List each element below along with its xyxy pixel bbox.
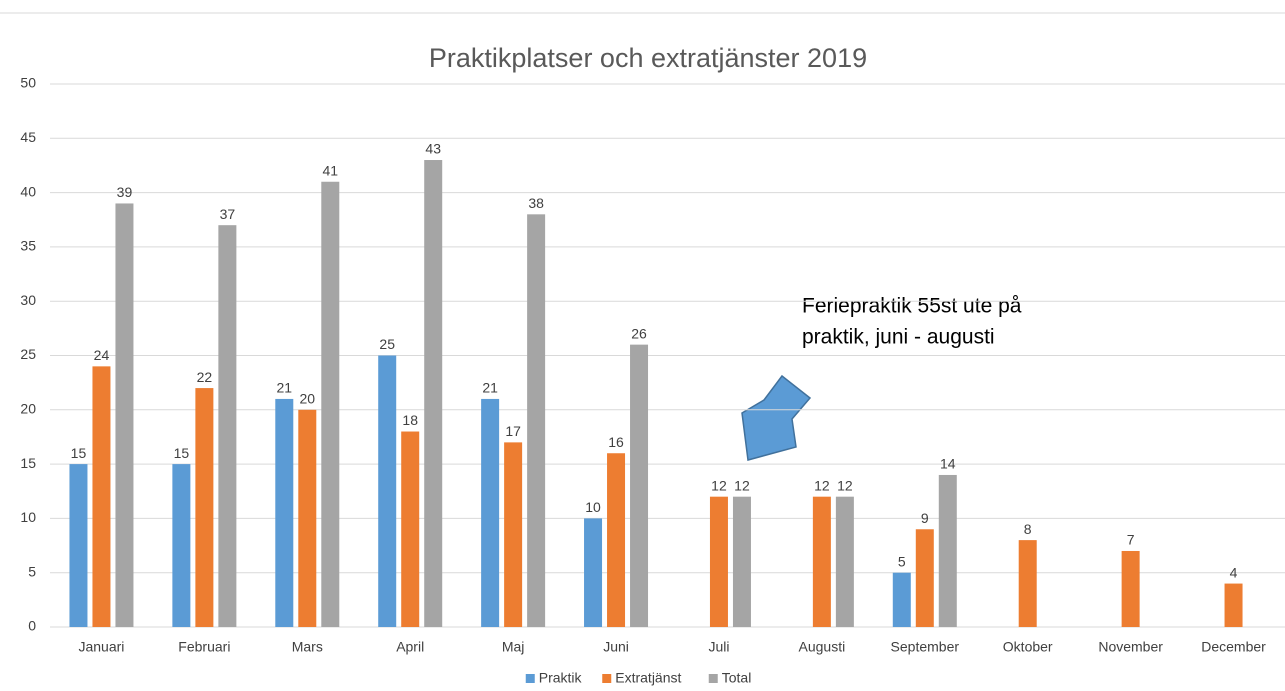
arrow — [741, 374, 812, 461]
x-tick-label: Oktober — [1003, 639, 1053, 655]
data-label: 12 — [734, 477, 750, 493]
legend-swatch — [525, 674, 535, 683]
data-label: 5 — [898, 553, 906, 569]
bar — [401, 431, 420, 627]
x-tick-label: November — [1098, 639, 1163, 655]
bar — [835, 496, 854, 627]
data-label: 37 — [220, 206, 236, 222]
legend-swatch — [602, 674, 612, 683]
y-tick-label: 25 — [20, 346, 36, 362]
y-tick-label: 30 — [20, 292, 36, 308]
bar — [812, 496, 831, 627]
bar — [275, 398, 294, 627]
legend-swatch — [708, 674, 718, 683]
legend-label: Praktik — [539, 670, 583, 686]
bar — [92, 366, 111, 627]
data-label: 12 — [711, 477, 727, 493]
data-label: 24 — [94, 347, 110, 363]
data-label: 26 — [631, 325, 647, 341]
bar — [298, 409, 317, 627]
bar — [1224, 583, 1243, 627]
x-tick-label: September — [891, 639, 960, 655]
data-label: 25 — [379, 336, 395, 352]
data-label: 38 — [528, 195, 544, 211]
bar — [892, 572, 911, 627]
y-tick-label: 20 — [20, 401, 36, 417]
x-tick-label: April — [396, 639, 424, 655]
data-label: 12 — [814, 477, 830, 493]
bar — [607, 453, 626, 627]
y-tick-label: 10 — [20, 509, 36, 525]
x-tick-label: Maj — [502, 639, 525, 655]
data-label: 10 — [585, 499, 601, 515]
data-label: 21 — [482, 380, 498, 396]
bar — [1018, 540, 1037, 627]
chart-title: Praktikplatser och extratjänster 2019 — [429, 43, 867, 73]
bar — [321, 181, 340, 628]
data-label: 16 — [608, 434, 624, 450]
y-tick-label: 40 — [20, 183, 36, 199]
y-tick-label: 5 — [28, 563, 36, 579]
bar — [504, 442, 523, 627]
bar — [938, 474, 957, 627]
bar — [584, 518, 603, 627]
x-tick-label: Januari — [78, 639, 124, 655]
bar — [172, 464, 191, 627]
bar — [424, 160, 443, 627]
x-tick-label: Juni — [603, 639, 629, 655]
legend-label: Total — [722, 670, 752, 686]
x-tick-label: December — [1201, 639, 1266, 655]
x-tick-label: Juli — [708, 639, 729, 655]
bar — [709, 496, 728, 627]
y-tick-label: 0 — [28, 618, 36, 634]
bar — [1121, 550, 1140, 627]
data-label: 39 — [117, 184, 133, 200]
data-label: 15 — [174, 445, 190, 461]
data-label: 14 — [940, 456, 956, 472]
bar — [195, 388, 214, 627]
y-tick-label: 45 — [20, 129, 36, 145]
bar — [115, 203, 134, 627]
bar — [69, 464, 88, 627]
bar — [481, 398, 500, 627]
data-label: 8 — [1024, 521, 1032, 537]
data-label: 9 — [921, 510, 929, 526]
data-label: 17 — [505, 423, 521, 439]
data-label: 43 — [425, 141, 441, 157]
data-label: 41 — [323, 162, 339, 178]
bar — [732, 496, 751, 627]
bar — [218, 225, 237, 627]
bar — [378, 355, 397, 627]
x-tick-label: Februari — [178, 639, 230, 655]
data-label: 7 — [1127, 532, 1135, 548]
y-tick-label: 15 — [20, 455, 36, 471]
data-label: 12 — [837, 477, 853, 493]
annotation: Feriepraktik 55st ute på — [802, 295, 1022, 318]
bar — [527, 214, 546, 627]
data-label: 20 — [300, 391, 316, 407]
data-label: 15 — [71, 445, 87, 461]
bar — [630, 344, 649, 627]
x-tick-label: Augusti — [799, 639, 846, 655]
annotation: praktik, juni - augusti — [802, 326, 995, 349]
bar — [915, 529, 934, 627]
data-label: 22 — [197, 369, 213, 385]
y-tick-label: 50 — [20, 75, 36, 91]
x-tick-label: Mars — [292, 639, 323, 655]
data-label: 4 — [1230, 564, 1238, 580]
y-tick-label: 35 — [20, 238, 36, 254]
data-label: 18 — [402, 412, 418, 428]
legend-label: Extratjänst — [615, 670, 681, 686]
data-label: 21 — [277, 380, 293, 396]
